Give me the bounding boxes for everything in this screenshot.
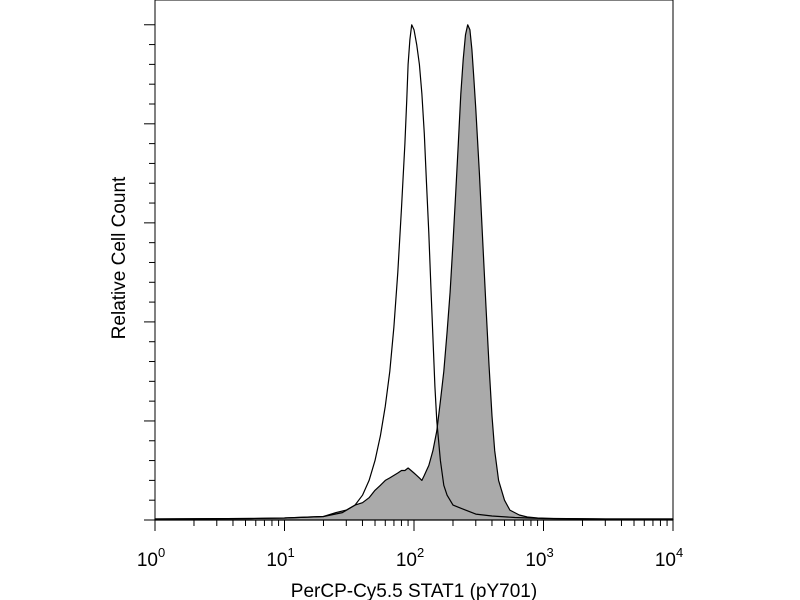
- filled-histogram-series: [154, 24, 674, 521]
- x-tick-label: 102: [396, 545, 424, 571]
- x-tick-label: 100: [137, 545, 165, 571]
- axis-layer: 100 101 102 103 104: [137, 24, 683, 571]
- x-tick-label: 104: [655, 545, 683, 571]
- x-tick-label: 103: [525, 545, 553, 571]
- plot-frame: [154, 0, 674, 521]
- outline-histogram-series: [154, 24, 673, 520]
- x-tick-label: 101: [266, 545, 294, 571]
- y-axis-title: Relative Cell Count: [109, 176, 130, 339]
- x-axis-title: PerCP-Cy5.5 STAT1 (pY701): [291, 581, 537, 600]
- series-layer: [154, 24, 674, 521]
